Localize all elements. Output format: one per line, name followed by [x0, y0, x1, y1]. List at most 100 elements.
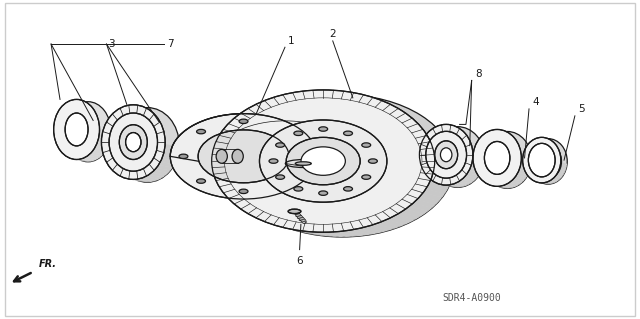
Ellipse shape [285, 160, 321, 167]
Ellipse shape [77, 115, 100, 148]
Polygon shape [561, 162, 567, 166]
Polygon shape [424, 171, 436, 176]
Polygon shape [146, 175, 163, 179]
Polygon shape [532, 180, 541, 182]
Polygon shape [515, 175, 527, 180]
Polygon shape [108, 165, 124, 171]
Polygon shape [534, 181, 542, 183]
Polygon shape [423, 189, 445, 197]
Polygon shape [420, 193, 442, 201]
Ellipse shape [323, 137, 332, 141]
Polygon shape [536, 182, 544, 184]
Polygon shape [83, 157, 97, 160]
Polygon shape [474, 168, 486, 173]
Polygon shape [339, 231, 365, 236]
Polygon shape [219, 186, 240, 194]
Polygon shape [118, 175, 135, 179]
Ellipse shape [276, 143, 285, 147]
Polygon shape [524, 169, 531, 172]
Polygon shape [421, 166, 434, 171]
Text: 7: 7 [167, 39, 173, 49]
Polygon shape [483, 181, 495, 185]
Ellipse shape [196, 130, 205, 134]
Polygon shape [127, 179, 144, 182]
Ellipse shape [65, 102, 111, 162]
Ellipse shape [299, 154, 308, 159]
Ellipse shape [340, 161, 349, 166]
Polygon shape [479, 178, 492, 182]
Polygon shape [529, 178, 538, 180]
Ellipse shape [269, 159, 278, 163]
Polygon shape [227, 197, 249, 205]
Ellipse shape [431, 127, 484, 187]
Polygon shape [461, 178, 475, 182]
Polygon shape [469, 168, 482, 173]
Polygon shape [473, 162, 484, 167]
Polygon shape [369, 224, 394, 231]
Polygon shape [115, 173, 132, 178]
Polygon shape [99, 131, 111, 136]
Polygon shape [516, 173, 528, 177]
Polygon shape [528, 176, 536, 179]
Polygon shape [521, 160, 532, 164]
Polygon shape [333, 232, 358, 237]
Polygon shape [401, 209, 424, 217]
Polygon shape [463, 176, 477, 180]
Polygon shape [420, 160, 432, 165]
Ellipse shape [125, 132, 141, 152]
Polygon shape [375, 222, 400, 229]
Ellipse shape [276, 175, 285, 179]
Polygon shape [545, 182, 553, 184]
Polygon shape [110, 168, 127, 173]
Polygon shape [163, 152, 178, 158]
Polygon shape [481, 180, 493, 183]
Polygon shape [65, 156, 79, 160]
Polygon shape [74, 160, 88, 162]
Polygon shape [471, 162, 484, 167]
Ellipse shape [238, 137, 247, 141]
Ellipse shape [198, 130, 289, 183]
Ellipse shape [529, 143, 555, 177]
Polygon shape [234, 204, 257, 211]
Polygon shape [560, 165, 567, 168]
Polygon shape [504, 184, 517, 187]
Polygon shape [524, 167, 531, 170]
Polygon shape [301, 231, 327, 236]
Polygon shape [511, 180, 523, 183]
Polygon shape [438, 184, 452, 187]
Ellipse shape [239, 137, 330, 190]
Polygon shape [410, 203, 433, 211]
Ellipse shape [319, 127, 328, 131]
Polygon shape [261, 220, 285, 227]
Polygon shape [221, 189, 243, 198]
Polygon shape [97, 140, 109, 145]
Polygon shape [314, 232, 339, 237]
Polygon shape [486, 183, 498, 186]
Ellipse shape [483, 131, 532, 189]
Polygon shape [425, 174, 438, 178]
Ellipse shape [344, 187, 353, 191]
Polygon shape [162, 155, 177, 161]
Polygon shape [556, 174, 563, 177]
Polygon shape [68, 157, 81, 160]
Polygon shape [161, 159, 176, 165]
Polygon shape [358, 227, 383, 234]
Polygon shape [465, 173, 479, 178]
Polygon shape [237, 207, 260, 214]
Polygon shape [214, 174, 234, 183]
Polygon shape [212, 162, 231, 171]
Polygon shape [223, 193, 246, 201]
Polygon shape [92, 150, 105, 154]
Ellipse shape [369, 159, 378, 163]
Polygon shape [140, 178, 157, 182]
Ellipse shape [238, 186, 247, 190]
Ellipse shape [109, 113, 157, 171]
Polygon shape [242, 210, 265, 217]
Ellipse shape [231, 95, 454, 237]
Polygon shape [212, 166, 232, 175]
Polygon shape [296, 230, 321, 236]
Ellipse shape [294, 187, 303, 191]
Polygon shape [308, 232, 333, 237]
Polygon shape [256, 218, 280, 225]
Polygon shape [428, 182, 449, 190]
